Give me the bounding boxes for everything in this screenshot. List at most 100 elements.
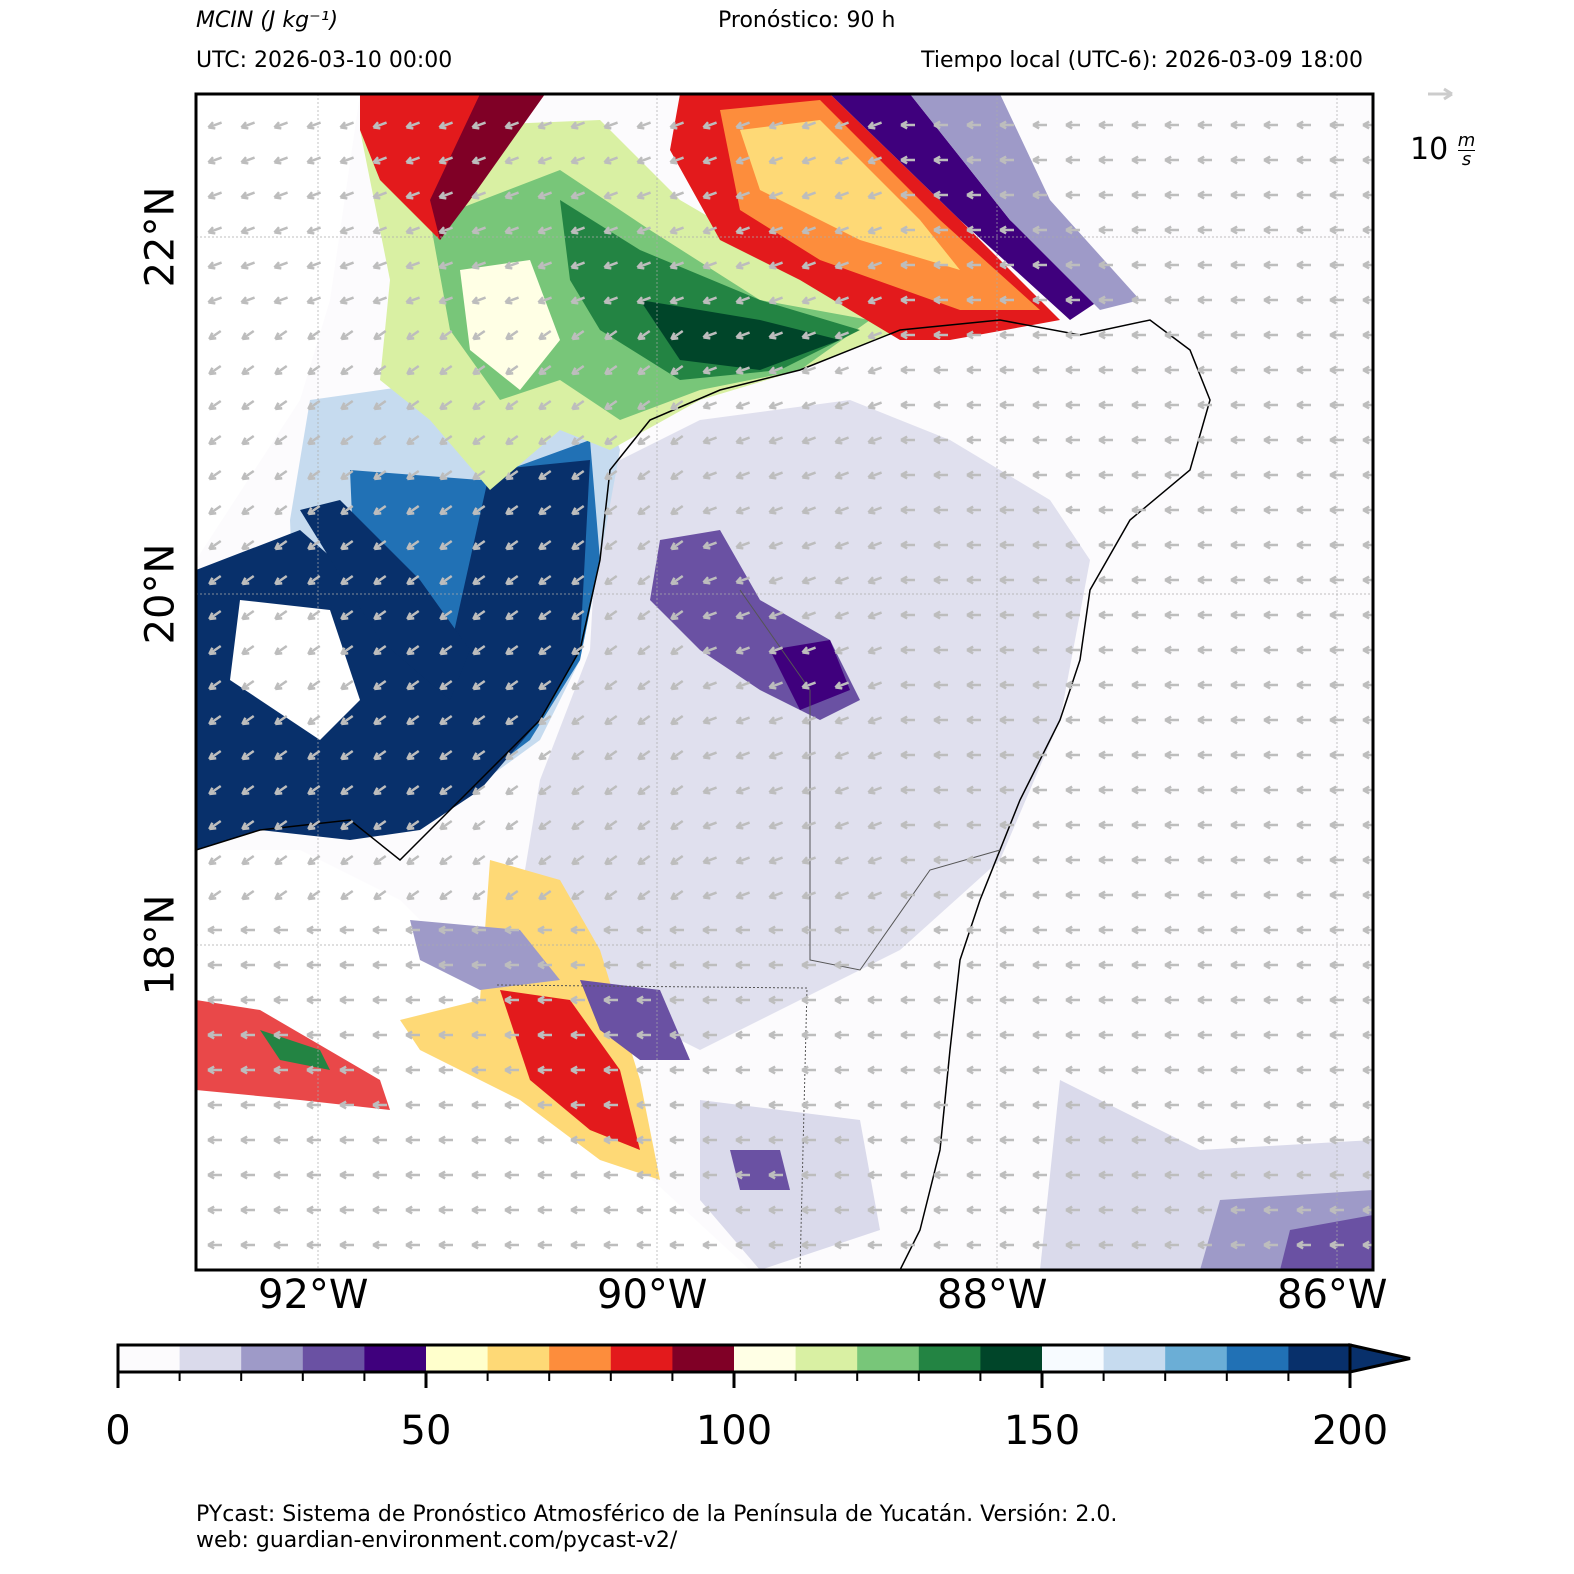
wind-arrow-icon <box>604 644 618 656</box>
wind-arrow-icon <box>604 504 618 516</box>
wind-arrow-icon <box>241 609 255 621</box>
wind-arrow-icon <box>637 364 651 376</box>
wind-arrow-icon <box>1329 330 1344 340</box>
wind-arrow-icon <box>207 156 223 165</box>
colorbar-bin <box>487 1345 550 1372</box>
wind-arrow-icon <box>405 121 421 130</box>
wind-arrow-icon <box>439 574 453 586</box>
wind-arrow-icon <box>273 191 289 200</box>
wind-arrow-icon <box>471 1030 486 1040</box>
wind-arrow-icon <box>1032 750 1047 760</box>
wind-arrow-icon <box>801 716 817 725</box>
colorbar-tick-50: 50 <box>400 1408 452 1454</box>
wind-arrow-icon <box>966 925 981 935</box>
wind-arrow-icon <box>1032 995 1047 1005</box>
wind-arrow-icon <box>537 925 552 935</box>
wind-arrow-icon <box>1131 925 1146 935</box>
wind-key-unit-den: s <box>1461 149 1472 170</box>
wind-arrow-icon <box>1263 1240 1278 1250</box>
wind-arrow-icon <box>999 505 1014 515</box>
wind-arrow-icon <box>999 190 1014 200</box>
wind-arrow-icon <box>1362 1030 1373 1040</box>
wind-arrow-icon <box>373 504 387 516</box>
wind-arrow-icon <box>834 436 850 445</box>
wind-arrow-icon <box>801 121 817 130</box>
wind-arrow-icon <box>307 889 321 901</box>
wind-arrow-icon <box>1032 610 1047 620</box>
wind-arrow-icon <box>372 1030 387 1040</box>
wind-arrow-icon <box>306 296 322 305</box>
wind-arrow-icon <box>405 1135 420 1145</box>
wind-arrow-icon <box>1296 295 1311 305</box>
wind-arrow-icon <box>570 1030 585 1040</box>
wind-arrow-icon <box>571 539 585 551</box>
wind-arrow-icon <box>1131 295 1146 305</box>
wind-arrow-icon <box>406 399 420 411</box>
wind-arrow-icon <box>768 681 784 690</box>
wind-arrow-icon <box>1131 680 1146 690</box>
wind-arrow-icon <box>1329 190 1344 200</box>
wind-arrow-icon <box>867 436 883 445</box>
wind-arrow-icon <box>307 609 321 621</box>
wind-arrow-icon <box>1164 855 1179 865</box>
wind-arrow-icon <box>471 1135 486 1145</box>
wind-arrow-icon <box>1230 960 1245 970</box>
wind-arrow-icon <box>1197 995 1212 1005</box>
wind-arrow-icon <box>472 539 486 551</box>
wind-arrow-icon <box>1131 190 1146 200</box>
wind-arrow-icon <box>1164 680 1179 690</box>
wind-arrow-icon <box>1296 820 1311 830</box>
wind-arrow-icon <box>307 329 321 341</box>
wind-arrow-icon <box>1362 995 1373 1005</box>
wind-arrow-icon <box>1098 855 1113 865</box>
wind-arrow-icon <box>538 679 552 691</box>
wind-arrow-icon <box>966 820 981 830</box>
wind-arrow-icon <box>1032 470 1047 480</box>
wind-arrow-icon <box>1197 1065 1212 1075</box>
wind-arrow-icon <box>867 1065 882 1075</box>
colorbar <box>116 1343 1411 1388</box>
mcin-cream <box>460 260 560 390</box>
wind-arrow-icon <box>966 190 981 200</box>
wind-arrow-icon <box>735 1135 750 1145</box>
wind-arrow-icon <box>603 1205 618 1215</box>
wind-arrow-icon <box>274 749 288 761</box>
wind-arrow-icon <box>1230 645 1245 655</box>
wind-arrow-icon <box>241 679 255 691</box>
wind-arrow-icon <box>801 191 817 200</box>
wind-arrow-icon <box>1032 400 1047 410</box>
wind-arrow-icon <box>637 784 651 796</box>
wind-arrow-icon <box>274 679 288 691</box>
wind-arrow-icon <box>307 854 321 866</box>
wind-arrow-icon <box>1362 820 1373 830</box>
wind-arrow-icon <box>702 471 718 480</box>
wind-arrow-icon <box>274 819 288 831</box>
wind-arrow-icon <box>1065 715 1080 725</box>
wind-arrow-icon <box>834 1135 849 1145</box>
wind-arrow-icon <box>933 1100 948 1110</box>
wind-arrow-icon <box>439 434 453 446</box>
wind-arrow-icon <box>1329 855 1344 865</box>
wind-arrow-icon <box>1131 785 1146 795</box>
wind-arrow-icon <box>1032 820 1047 830</box>
wind-arrow-icon <box>570 121 586 130</box>
wind-arrow-icon <box>636 1240 651 1250</box>
wind-arrow-icon <box>207 1240 222 1250</box>
wind-arrow-icon <box>538 854 552 866</box>
wind-arrow-icon <box>637 714 651 726</box>
wind-arrow-icon <box>307 644 321 656</box>
wind-arrow-icon <box>966 610 981 620</box>
wind-arrow-icon <box>702 995 717 1005</box>
wind-arrow-icon <box>274 609 288 621</box>
wind-arrow-icon <box>372 156 388 165</box>
wind-arrow-icon <box>1197 1170 1212 1180</box>
wind-arrow-icon <box>735 786 751 795</box>
wind-arrow-icon <box>966 645 981 655</box>
wind-arrow-icon <box>702 436 718 445</box>
wind-arrow-icon <box>472 399 486 411</box>
wind-arrow-icon <box>439 819 453 831</box>
wind-arrow-icon <box>504 226 520 235</box>
wind-arrow-icon <box>1098 435 1113 445</box>
wind-arrow-icon <box>471 995 486 1005</box>
wind-arrow-icon <box>702 541 718 550</box>
